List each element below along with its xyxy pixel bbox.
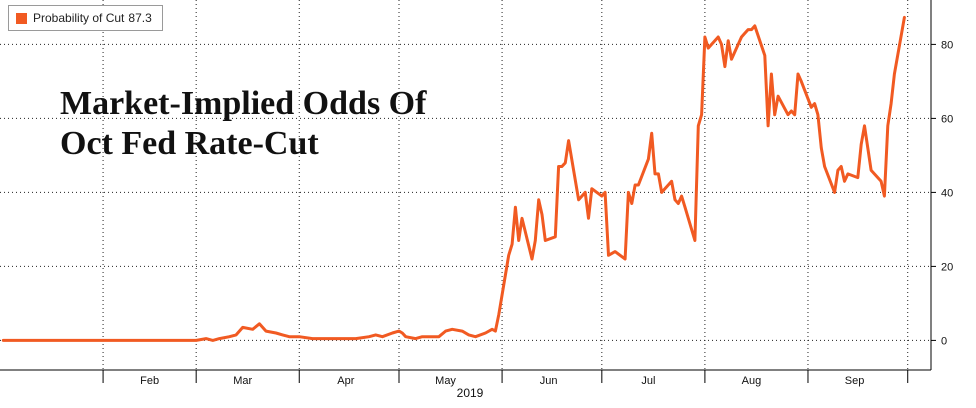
y-tick-label: 80 [941,39,953,51]
x-tick-label: Jul [641,375,655,387]
chart-title-line-1: Market-Implied Odds Of [60,85,427,122]
y-tick-label: 20 [941,261,953,273]
chart-title-line-2: Oct Fed Rate-Cut [60,125,319,162]
x-tick-label: Apr [337,375,354,387]
x-axis-year-label: 2019 [457,386,484,400]
x-tick-label: Feb [140,375,159,387]
y-tick-label: 40 [941,187,953,199]
chart-title: Market-Implied Odds Of Oct Fed Rate-Cut [60,84,426,164]
x-tick-label: May [435,375,456,387]
x-tick-label: Mar [233,375,252,387]
probability-of-cut-line [1,15,906,342]
y-tick-label: 0 [941,335,947,347]
legend: Probability of Cut 87.3 [8,5,163,31]
legend-value: 87.3 [128,11,152,25]
y-tick-label: 60 [941,113,953,125]
x-tick-label: Sep [845,375,865,387]
legend-swatch [16,12,27,24]
x-tick-label: Aug [742,375,762,387]
legend-label: Probability of Cut [33,11,125,25]
x-tick-label: Jun [540,375,558,387]
